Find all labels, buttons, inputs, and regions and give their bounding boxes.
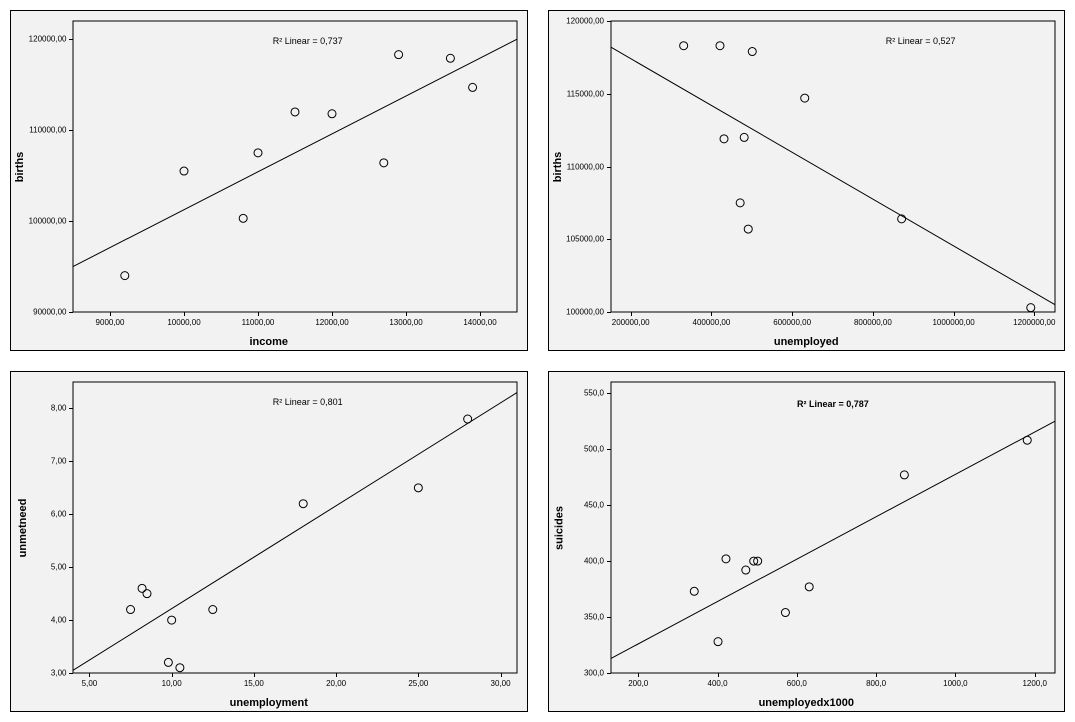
data-point xyxy=(805,583,813,591)
scatter-plot xyxy=(11,11,527,350)
panel-unemployed-births: birthsunemployedR² Linear = 0,527200000,… xyxy=(548,10,1066,351)
data-point xyxy=(446,54,454,62)
scatter-plot xyxy=(549,11,1065,350)
panel-unemployment-unmetneed: unmetneedunemploymentR² Linear = 0,8015,… xyxy=(10,371,528,712)
data-point xyxy=(127,606,135,614)
data-point xyxy=(291,108,299,116)
data-point xyxy=(168,616,176,624)
data-point xyxy=(395,51,403,59)
panel-income-births: birthsincomeR² Linear = 0,7379000,001000… xyxy=(10,10,528,351)
scatter-plot xyxy=(11,372,527,711)
data-point xyxy=(380,159,388,167)
data-point xyxy=(720,135,728,143)
trend-line xyxy=(73,39,517,266)
data-point xyxy=(741,566,749,574)
data-point xyxy=(164,658,172,666)
data-point xyxy=(328,110,336,118)
trend-line xyxy=(611,47,1055,305)
scatter-plot xyxy=(549,372,1065,711)
chart-grid: birthsincomeR² Linear = 0,7379000,001000… xyxy=(10,10,1065,712)
data-point xyxy=(714,638,722,646)
data-point xyxy=(740,133,748,141)
data-point xyxy=(180,167,188,175)
data-point xyxy=(138,584,146,592)
data-point xyxy=(176,664,184,672)
trend-line xyxy=(611,421,1055,658)
panel-unemployedx1000-suicides: suicidesunemployedx1000R² Linear = 0,787… xyxy=(548,371,1066,712)
data-point xyxy=(744,225,752,233)
data-point xyxy=(209,606,217,614)
data-point xyxy=(299,500,307,508)
data-point xyxy=(800,94,808,102)
data-point xyxy=(1023,436,1031,444)
data-point xyxy=(690,587,698,595)
data-point xyxy=(781,609,789,617)
data-point xyxy=(1026,304,1034,312)
data-point xyxy=(469,83,477,91)
data-point xyxy=(736,199,744,207)
data-point xyxy=(464,415,472,423)
data-point xyxy=(414,484,422,492)
data-point xyxy=(121,272,129,280)
data-point xyxy=(254,149,262,157)
data-point xyxy=(721,555,729,563)
data-point xyxy=(715,42,723,50)
data-point xyxy=(239,214,247,222)
data-point xyxy=(143,590,151,598)
data-point xyxy=(748,48,756,56)
data-point xyxy=(679,42,687,50)
data-point xyxy=(900,471,908,479)
trend-line xyxy=(73,393,517,671)
